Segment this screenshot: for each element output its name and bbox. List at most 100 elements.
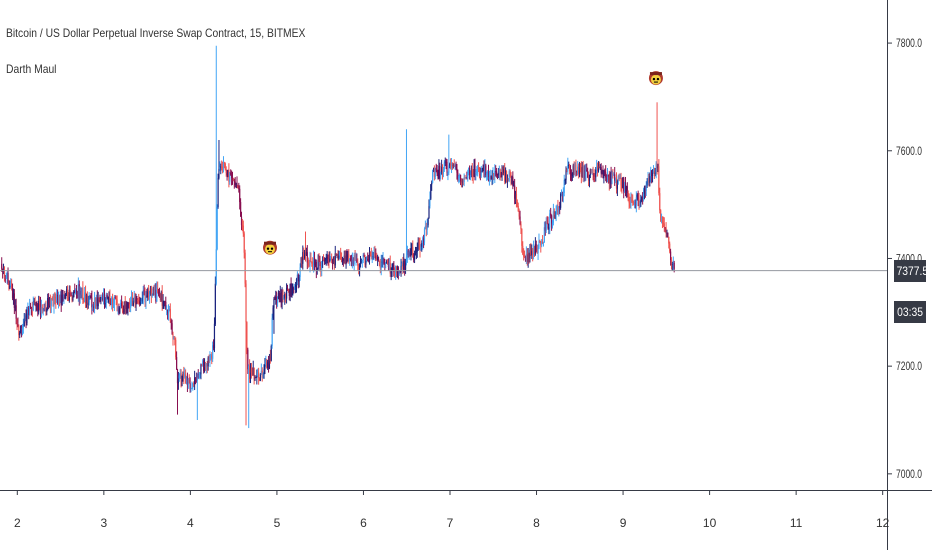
candle-body (662, 222, 664, 224)
candle-body (172, 334, 174, 340)
candle-body (411, 247, 413, 249)
candle-body (544, 227, 546, 231)
candle-body (152, 288, 154, 295)
candle-body (13, 293, 15, 308)
indicator-name[interactable]: Darth Maul (6, 62, 57, 76)
candle-body (46, 309, 48, 312)
candle-body (569, 170, 572, 174)
candle-body (41, 307, 43, 311)
candle-body (93, 306, 95, 308)
candle-body (470, 170, 472, 176)
candle-body (6, 272, 8, 278)
candle-body (27, 307, 29, 314)
candle-body (36, 304, 38, 308)
candle-body (61, 295, 63, 306)
time-tick-label: 5 (274, 516, 281, 530)
candle-body (225, 169, 227, 174)
candle-body (505, 171, 508, 181)
candle-body (166, 309, 169, 314)
candle-body (230, 174, 233, 179)
candle-body (612, 174, 614, 176)
candle-body (591, 169, 593, 173)
candle-body (493, 173, 495, 177)
candle-body (188, 379, 190, 384)
candle-body (532, 251, 534, 255)
candle-body (547, 223, 549, 229)
candle-body (430, 184, 432, 199)
candle-body (437, 173, 439, 179)
candle-body (210, 355, 212, 357)
candle-body (77, 284, 79, 296)
candle-body (412, 247, 414, 257)
candle-body (573, 165, 575, 172)
candle-body (530, 249, 532, 255)
candle-body (604, 170, 606, 173)
candle-body (518, 211, 520, 217)
candle-body (595, 169, 597, 178)
time-tick-label: 11 (790, 516, 803, 530)
candle-body (456, 168, 458, 173)
candle-body (661, 220, 664, 223)
candle-body (295, 278, 298, 286)
candle-body (597, 165, 600, 172)
candle-body (371, 256, 373, 258)
candle-body (605, 172, 607, 178)
candle-body (589, 169, 591, 175)
candle-body (159, 297, 161, 301)
candle-body (94, 297, 97, 305)
candle-body (486, 173, 488, 175)
candle-body (253, 367, 255, 380)
candle-body (258, 378, 261, 381)
candle-body (258, 372, 260, 379)
candle-body (12, 293, 15, 298)
candle-body (375, 255, 377, 260)
signal-marker-icon[interactable] (648, 71, 663, 86)
candle-body (409, 252, 411, 257)
candle-body (512, 176, 514, 186)
candle-body (232, 179, 234, 181)
candle-body (432, 169, 435, 171)
candle-body (341, 258, 344, 262)
candle-body (590, 169, 592, 173)
candle-body (121, 302, 123, 307)
candle-body (387, 262, 390, 267)
candle-body (640, 199, 642, 204)
candle-body (265, 360, 267, 365)
candle-body (142, 289, 144, 298)
candle-body (527, 254, 529, 262)
candle-body (599, 167, 601, 169)
candle-body (261, 370, 263, 378)
candle-body (522, 245, 524, 255)
candle-body (203, 360, 205, 371)
candle-body (63, 294, 65, 298)
candle-body (560, 192, 563, 195)
candle-body (620, 177, 622, 186)
time-scale[interactable]: 2 3 4 5 6 7 8 9 10 11 12 (14, 490, 890, 530)
candle-body (579, 164, 582, 168)
candle-body (532, 248, 535, 255)
candle-body (469, 175, 472, 179)
candle-body (380, 262, 382, 269)
candle-body (484, 165, 486, 173)
candle-body (340, 258, 343, 262)
candle-body (670, 260, 673, 265)
candle-body (428, 206, 430, 219)
candle-body (14, 305, 16, 308)
candle-body (623, 177, 625, 192)
candle-body (158, 294, 161, 298)
candle-body (87, 302, 89, 306)
candle-body (288, 290, 290, 296)
candle-body (293, 287, 295, 290)
candle-body (131, 297, 134, 306)
candle-body (441, 167, 443, 173)
candle-body (349, 258, 352, 260)
current-price-label: 7377.5 (894, 259, 928, 282)
candle-body (558, 206, 560, 212)
candle-body (185, 374, 187, 383)
signal-marker-icon[interactable] (262, 240, 277, 255)
candle-body (249, 368, 252, 379)
candle-body (56, 294, 58, 302)
candle-body (639, 203, 641, 205)
